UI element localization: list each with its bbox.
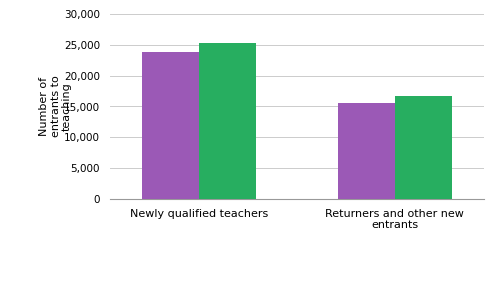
Y-axis label: Number of
entrants to
teaching: Number of entrants to teaching xyxy=(39,76,72,137)
Bar xyxy=(199,43,256,199)
Bar xyxy=(395,96,452,199)
Bar xyxy=(142,52,199,199)
Bar xyxy=(338,103,395,199)
